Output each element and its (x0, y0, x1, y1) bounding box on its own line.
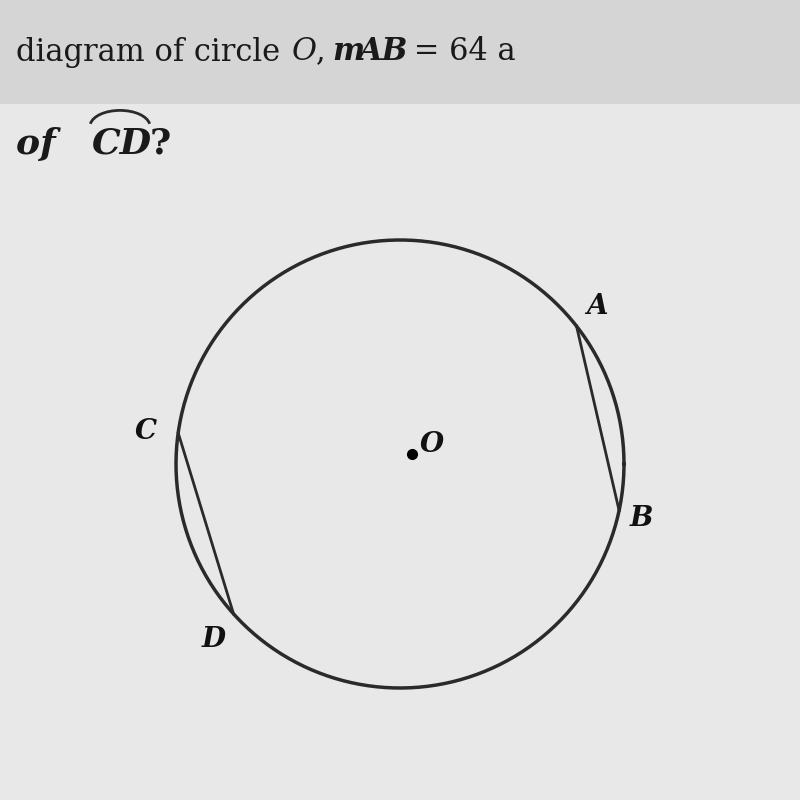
Text: D: D (202, 626, 226, 653)
Text: of: of (16, 127, 68, 161)
Text: O: O (292, 37, 317, 67)
Text: AB: AB (358, 37, 408, 67)
Text: diagram of circle: diagram of circle (16, 37, 290, 67)
Text: B: B (630, 505, 654, 532)
Text: O: O (420, 431, 444, 458)
Text: ?: ? (150, 127, 171, 161)
Text: m: m (332, 37, 364, 67)
Text: ,: , (316, 37, 335, 67)
Text: = 64 a: = 64 a (404, 37, 516, 67)
Bar (0, 0, 800, 104)
Text: CD: CD (92, 127, 152, 161)
Text: C: C (135, 418, 158, 445)
Text: A: A (586, 293, 607, 319)
